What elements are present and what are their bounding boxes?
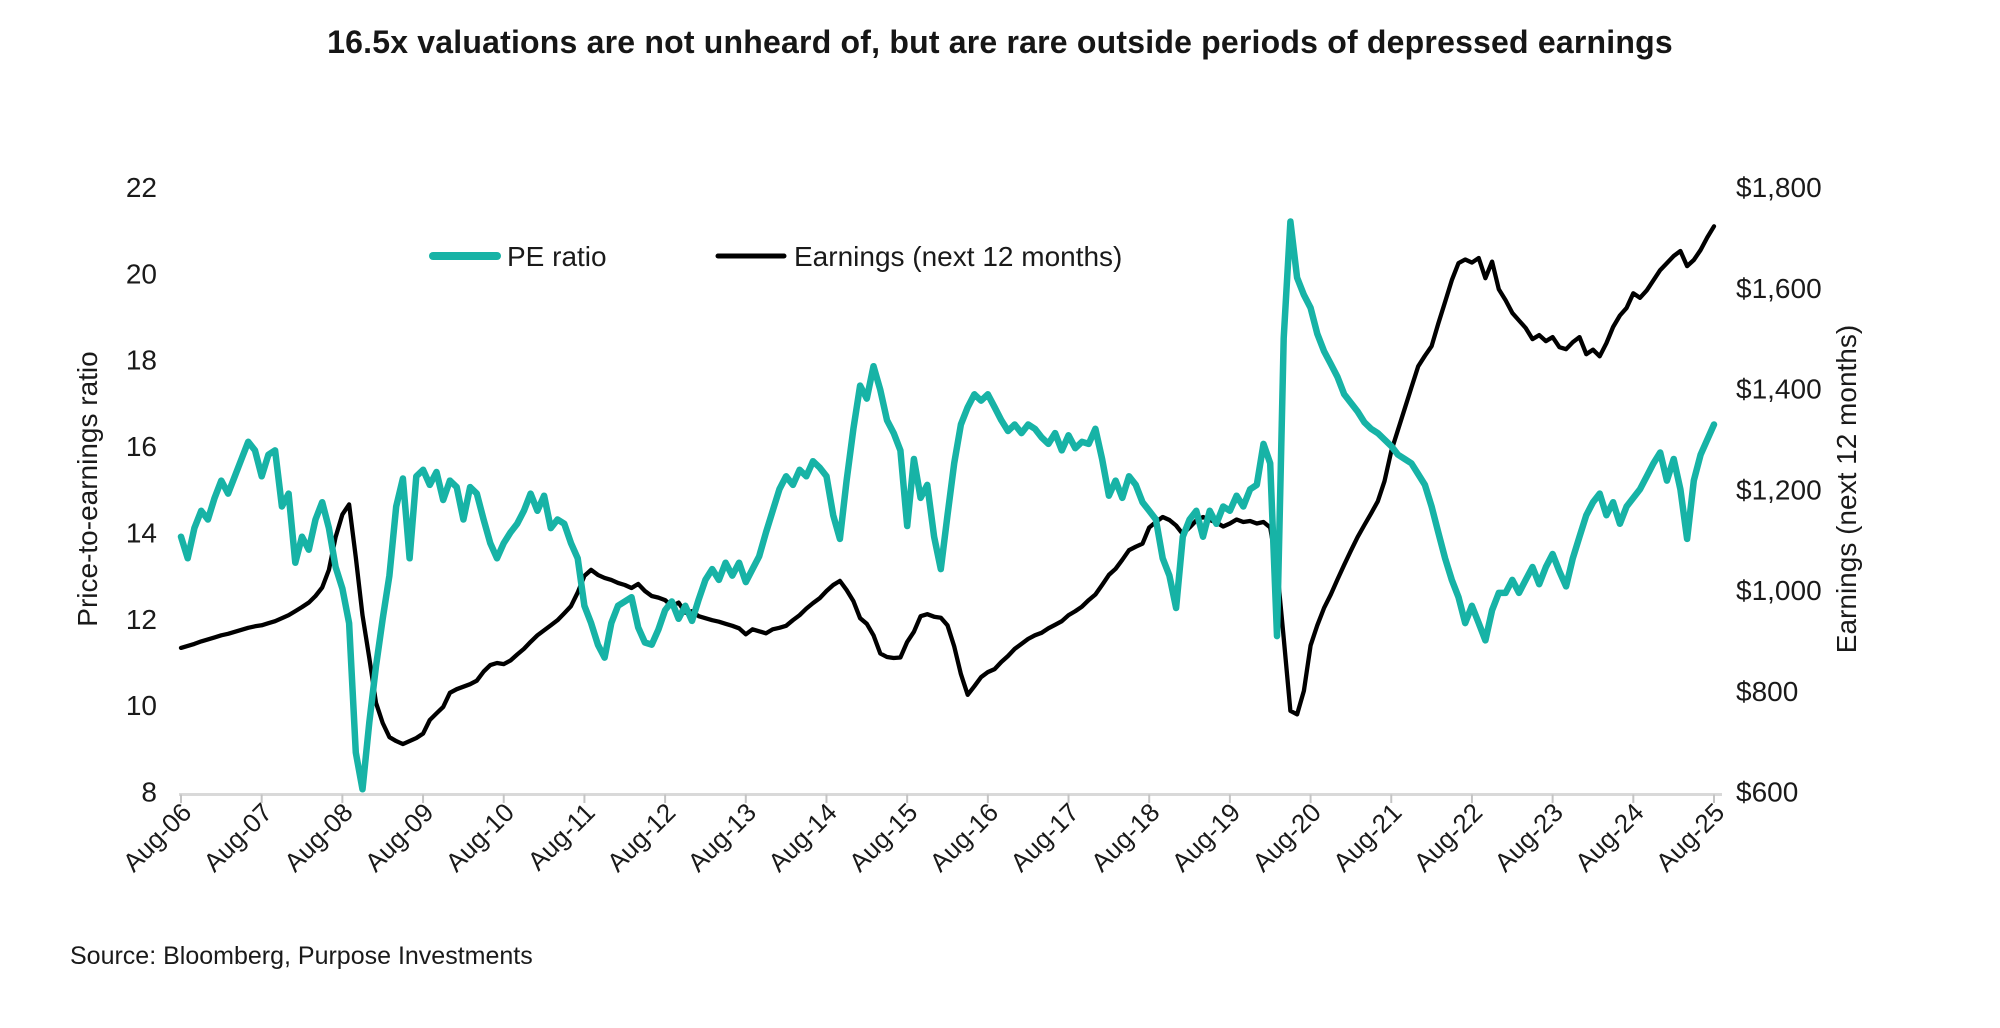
x-tick-label: Aug-06 [117, 797, 197, 877]
x-tick-label: Aug-11 [522, 797, 601, 876]
x-tick-label: Aug-13 [682, 797, 762, 877]
x-tick-label: Aug-15 [843, 797, 923, 877]
source-note: Source: Bloomberg, Purpose Investments [70, 942, 533, 970]
y-left-tick-label: 10 [126, 690, 157, 721]
y-right-tick-label: $1,600 [1736, 273, 1822, 304]
x-tick-label: Aug-10 [439, 797, 519, 877]
y-right-tick-label: $1,800 [1736, 172, 1822, 203]
legend-earnings-label: Earnings (next 12 months) [794, 241, 1122, 272]
y-right-tick-label: $1,000 [1736, 575, 1822, 606]
x-tick-label: Aug-14 [762, 797, 842, 877]
x-tick-label: Aug-24 [1569, 797, 1649, 877]
y-left-tick-label: 12 [126, 604, 157, 635]
x-tick-label: Aug-18 [1085, 797, 1165, 877]
x-tick-label: Aug-12 [601, 797, 681, 877]
title-wrap: 16.5x valuations are not unheard of, but… [0, 20, 2000, 64]
y-left-tick-label: 14 [126, 517, 157, 548]
x-tick-label: Aug-07 [197, 797, 277, 877]
y-left-tick-label: 22 [126, 172, 157, 203]
y-right-tick-label: $1,400 [1736, 374, 1822, 405]
y-left-tick-label: 18 [126, 345, 157, 376]
y-right-tick-label: $1,200 [1736, 474, 1822, 505]
right-axis-title: Earnings (next 12 months) [1831, 325, 1862, 653]
x-tick-label: Aug-25 [1650, 797, 1730, 877]
y-right-tick-label: $600 [1736, 777, 1798, 808]
x-tick-label: Aug-20 [1246, 797, 1326, 877]
x-tick-label: Aug-16 [924, 797, 1004, 877]
pe-ratio-line [177, 218, 1718, 793]
x-tick-label: Aug-19 [1166, 797, 1246, 877]
x-tick-label: Aug-22 [1408, 797, 1488, 877]
y-left-tick-label: 8 [141, 777, 157, 808]
y-left-tick-label: 16 [126, 431, 157, 462]
y-right-tick-label: $800 [1736, 676, 1798, 707]
x-tick-label: Aug-08 [278, 797, 358, 877]
earnings-line [178, 224, 1717, 747]
x-tick-label: Aug-21 [1327, 797, 1407, 877]
y-left-tick-label: 20 [126, 258, 157, 289]
x-tick-label: Aug-09 [359, 797, 439, 877]
x-tick-label: Aug-23 [1488, 797, 1568, 877]
left-axis-title: Price-to-earnings ratio [72, 351, 103, 626]
chart-title: 16.5x valuations are not unheard of, but… [327, 24, 1673, 60]
x-tick-label: Aug-17 [1004, 797, 1084, 877]
legend-pe-label: PE ratio [507, 241, 607, 272]
